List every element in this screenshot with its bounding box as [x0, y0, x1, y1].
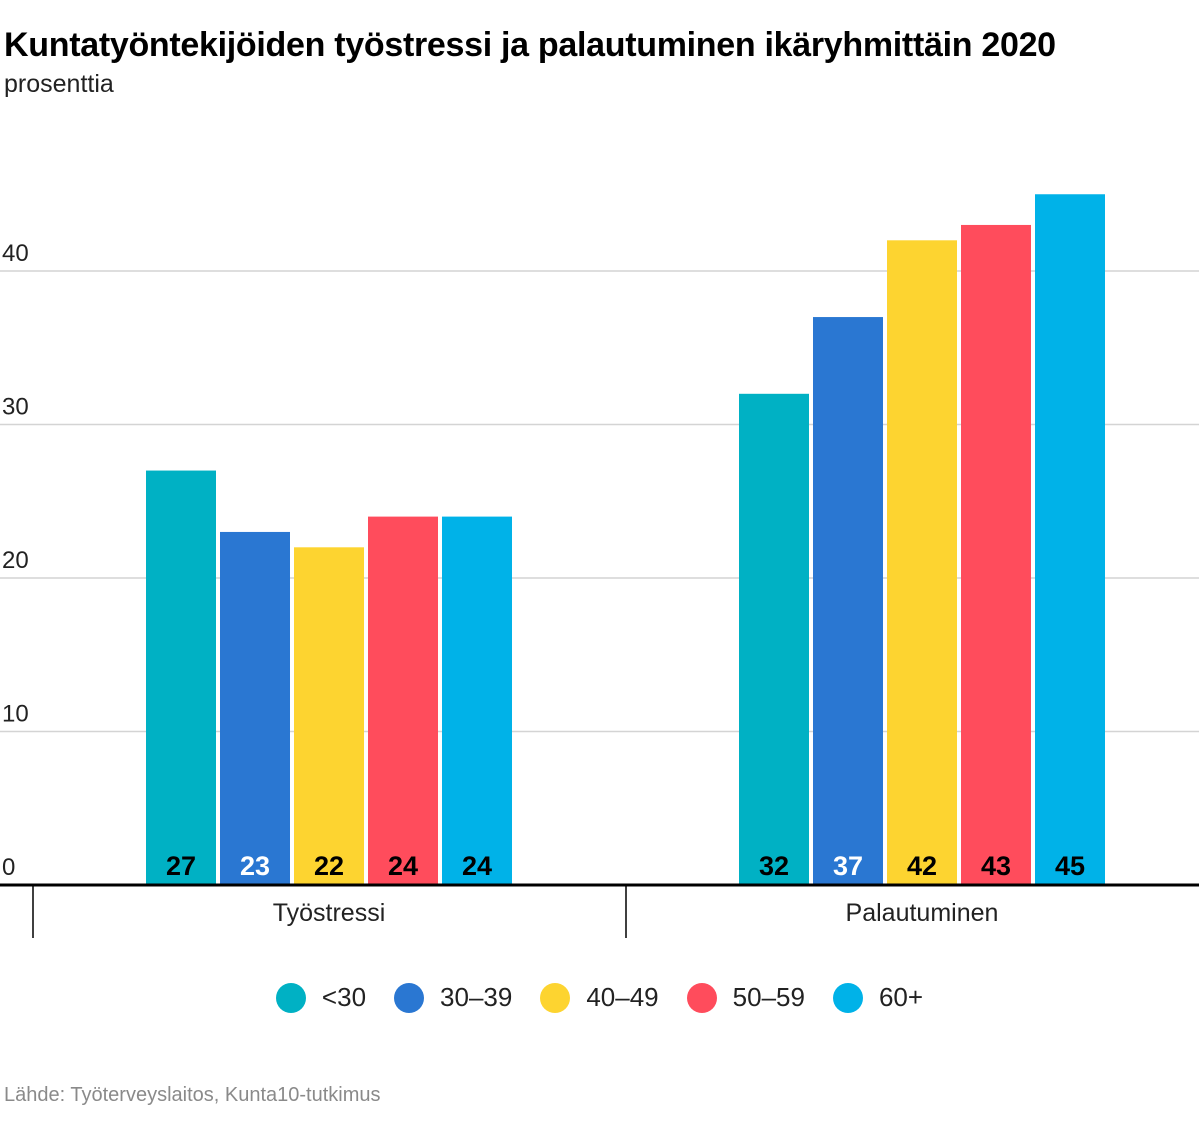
legend-label: 30–39 [440, 982, 513, 1012]
value-label: 22 [314, 851, 344, 881]
value-label: 23 [240, 851, 270, 881]
bar-0-0 [146, 470, 216, 885]
bar-0-2 [294, 547, 364, 885]
value-label: 24 [388, 851, 418, 881]
y-tick-label: 40 [2, 240, 29, 267]
chart-title: Kuntatyöntekijöiden työstressi ja palaut… [4, 26, 1056, 64]
legend-swatch [540, 982, 571, 1013]
y-tick-label: 10 [2, 701, 29, 728]
value-label: 43 [981, 851, 1011, 881]
bar-0-1 [220, 531, 290, 885]
y-tick-label: 30 [2, 394, 29, 421]
x-axis: Työstressi Palautuminen [0, 883, 1199, 938]
legend-label: <30 [321, 982, 367, 1012]
source-note: Lähde: Työterveyslaitos, Kunta10-tutkimu… [4, 1084, 381, 1106]
legend-swatch [275, 982, 306, 1013]
legend-swatch [832, 982, 863, 1013]
legend-item-4: 60+ [832, 982, 924, 1013]
legend-swatch [394, 982, 425, 1013]
y-tick-label: 0 [2, 854, 15, 881]
bars: 27 23 22 24 24 32 37 42 43 45 [146, 194, 1105, 886]
legend-label: 50–59 [732, 982, 805, 1012]
bar-1-0 [739, 393, 809, 885]
legend-label: 60+ [878, 982, 924, 1012]
bar-0-3 [368, 516, 438, 885]
legend-label: 40–49 [586, 982, 659, 1012]
legend-item-2: 40–49 [540, 982, 659, 1013]
chart-subtitle: prosenttia [4, 70, 114, 98]
legend: <30 30–39 40–49 50–59 60+ [0, 982, 1199, 1013]
value-label: 27 [166, 851, 196, 881]
category-label: Työstressi [273, 899, 386, 927]
bar-1-4 [1035, 194, 1105, 885]
legend-item-3: 50–59 [686, 982, 805, 1013]
value-label: 24 [462, 851, 492, 881]
bar-1-1 [813, 317, 883, 885]
legend-item-0: <30 [275, 982, 367, 1013]
value-label: 42 [907, 851, 937, 881]
bar-1-3 [961, 224, 1031, 885]
legend-swatch [686, 982, 717, 1013]
category-label: Palautuminen [846, 899, 999, 927]
bar-0-4 [442, 516, 512, 885]
legend-item-1: 30–39 [394, 982, 512, 1013]
y-tick-label: 20 [2, 547, 29, 574]
bar-chart: 0 10 20 30 40 27 23 22 24 24 32 37 42 43 45 Työstress… [0, 194, 1199, 938]
bar-1-2 [887, 240, 957, 886]
value-label: 32 [759, 851, 789, 881]
value-label: 45 [1055, 851, 1085, 881]
value-label: 37 [833, 851, 863, 881]
